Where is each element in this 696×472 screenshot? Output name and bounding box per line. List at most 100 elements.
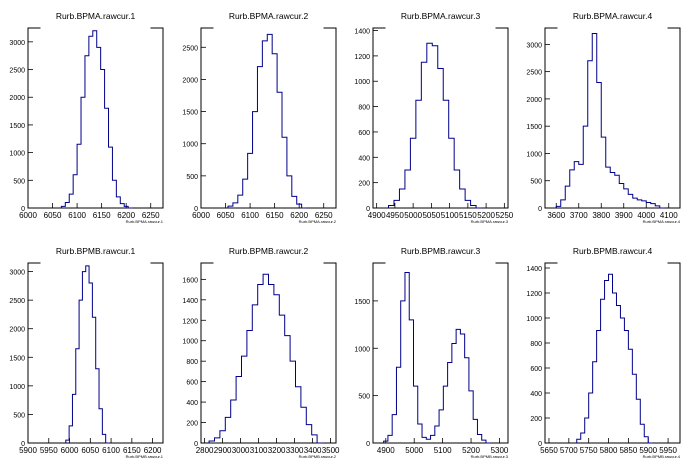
y-tick-label: 1000: [9, 384, 25, 391]
x-tick-label: 2800: [196, 446, 214, 455]
y-tick-label: 1200: [526, 291, 542, 298]
x-tick-label: 5200: [462, 446, 480, 455]
histogram-panel-3: Rurb.BPMA.rawcur.3 4900 4950 5000 5050 5100 51…: [354, 11, 513, 224]
y-tick-label: 600: [530, 366, 542, 373]
x-tick-label: 5300: [491, 446, 509, 455]
x-tick-label: 3100: [250, 446, 268, 455]
chart-title: Rurb.BPMB.rawcur.3: [401, 246, 481, 256]
histogram-panel-6: Rurb.BPMB.rawcur.2 2800 2900 3000 3100 3200 33…: [182, 246, 340, 459]
plot-frame: [200, 27, 337, 209]
y-tick-label: 2000: [9, 327, 25, 334]
x-tick-label: 5250: [495, 211, 513, 220]
title-box: [40, 15, 151, 31]
y-tick-label: 1000: [9, 151, 25, 158]
x-tick-label: 4950: [386, 211, 404, 220]
x-axis-title: Rurb.BPMB.rawcur.1: [126, 454, 164, 459]
y-tick-label: 500: [530, 179, 542, 186]
title-box: [385, 250, 496, 266]
y-tick-label: 0: [538, 206, 542, 213]
chart-title: Rurb.BPMB.rawcur.4: [573, 246, 653, 256]
x-tick-label: 3700: [570, 211, 588, 220]
plot-frame: [27, 27, 164, 209]
chart-title: Rurb.BPMB.rawcur.2: [229, 246, 309, 256]
y-tick-label: 600: [358, 130, 370, 137]
x-tick-label: 6100: [68, 211, 86, 220]
x-axis-title: Rurb.BPMA.rawcur.3: [471, 219, 509, 224]
y-tick-label: 400: [530, 391, 542, 398]
plot-frame: [372, 27, 509, 209]
y-tick-label: 1600: [182, 277, 198, 284]
y-tick-label: 500: [13, 178, 25, 185]
y-tick-label: 3000: [526, 42, 542, 49]
x-axis-title: Rurb.BPMB.rawcur.4: [643, 454, 681, 459]
y-tick-label: 1500: [9, 123, 25, 130]
y-tick-label: 0: [21, 441, 25, 448]
chart-title: Rurb.BPMB.rawcur.1: [56, 246, 136, 256]
histogram-panel-1: Rurb.BPMA.rawcur.1 6000 6050 6100 6150 6200 62…: [9, 11, 163, 224]
histogram-series: [555, 32, 665, 209]
y-tick-label: 400: [186, 400, 198, 407]
x-tick-label: 3400: [304, 446, 322, 455]
y-tick-label: 1500: [182, 110, 198, 117]
histogram-series: [60, 30, 133, 209]
title-box: [557, 250, 668, 266]
histogram-panel-7: Rurb.BPMB.rawcur.3 4900 5000 5100 5200 5300 0 5…: [354, 246, 509, 459]
y-tick-label: 1400: [526, 266, 542, 273]
y-tick-label: 1000: [182, 142, 198, 149]
x-tick-label: 6200: [117, 211, 135, 220]
x-tick-label: 5000: [404, 211, 422, 220]
y-tick-label: 500: [186, 174, 198, 181]
y-tick-label: 800: [358, 105, 370, 112]
x-axis-title: Rurb.BPMA.rawcur.1: [126, 219, 164, 224]
x-tick-label: 6150: [266, 211, 284, 220]
y-tick-label: 2000: [9, 95, 25, 102]
x-axis-title: Rurb.BPMB.rawcur.3: [471, 454, 509, 459]
y-tick-label: 1000: [354, 79, 370, 86]
plot-frame: [372, 262, 509, 444]
y-tick-label: 1000: [354, 346, 370, 353]
x-axis-title: Rurb.BPMA.rawcur.4: [643, 219, 681, 224]
x-tick-label: 4100: [660, 211, 678, 220]
x-tick-label: 3200: [268, 446, 286, 455]
y-tick-label: 3000: [9, 270, 25, 277]
x-tick-label: 3000: [232, 446, 250, 455]
x-tick-label: 5000: [405, 446, 423, 455]
x-tick-label: 3300: [286, 446, 304, 455]
title-box: [385, 15, 496, 31]
histogram-series: [383, 271, 491, 444]
chart-title: Rurb.BPMA.rawcur.1: [56, 11, 136, 21]
x-tick-label: 5050: [422, 211, 440, 220]
y-tick-label: 1000: [526, 151, 542, 158]
y-tick-label: 2000: [526, 97, 542, 104]
y-tick-label: 800: [186, 359, 198, 366]
y-tick-label: 400: [358, 155, 370, 162]
chart-title: Rurb.BPMA.rawcur.4: [573, 11, 653, 21]
y-tick-label: 2500: [182, 45, 198, 52]
chart-title: Rurb.BPMA.rawcur.3: [401, 11, 481, 21]
x-tick-label: 6000: [192, 211, 210, 220]
y-tick-label: 0: [538, 441, 542, 448]
y-tick-label: 500: [13, 412, 25, 419]
chart-title: Rurb.BPMA.rawcur.2: [229, 11, 309, 21]
y-tick-label: 500: [358, 394, 370, 401]
y-tick-label: 3000: [9, 40, 25, 47]
x-tick-label: 5850: [619, 446, 637, 455]
x-tick-label: 6150: [123, 446, 141, 455]
x-tick-label: 5100: [434, 446, 452, 455]
y-tick-label: 1400: [182, 298, 198, 305]
y-tick-label: 1200: [182, 318, 198, 325]
y-tick-label: 2500: [9, 68, 25, 75]
x-tick-label: 6150: [93, 211, 111, 220]
y-tick-label: 0: [194, 206, 198, 213]
y-tick-label: 2500: [526, 70, 542, 77]
x-tick-label: 6200: [144, 446, 162, 455]
x-tick-label: 6050: [81, 446, 99, 455]
y-tick-label: 1000: [182, 339, 198, 346]
x-tick-label: 5800: [600, 446, 618, 455]
histogram-panel-2: Rurb.BPMA.rawcur.2 6000 6050 6100 6150 6200 62…: [182, 11, 336, 224]
x-tick-label: 6000: [19, 211, 37, 220]
histogram-panel-5: Rurb.BPMB.rawcur.1 5900 5950 6000 6050 6100 61…: [9, 246, 163, 459]
y-tick-label: 0: [21, 206, 25, 213]
x-tick-label: 4000: [637, 211, 655, 220]
